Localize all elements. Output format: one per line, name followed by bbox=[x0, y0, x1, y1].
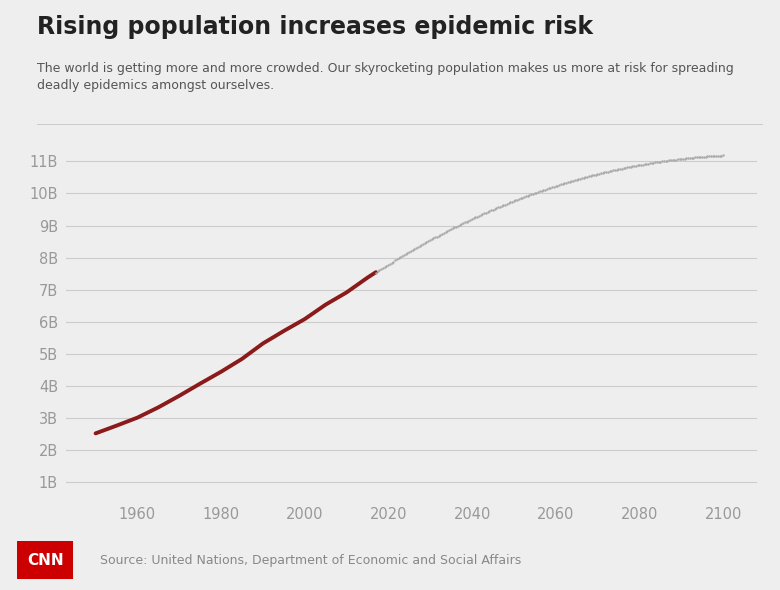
Text: The world is getting more and more crowded. Our skyrocketing population makes us: The world is getting more and more crowd… bbox=[37, 62, 734, 92]
Text: CNN: CNN bbox=[27, 553, 63, 568]
Text: Source: United Nations, Department of Economic and Social Affairs: Source: United Nations, Department of Ec… bbox=[100, 554, 521, 567]
Text: Rising population increases epidemic risk: Rising population increases epidemic ris… bbox=[37, 15, 594, 39]
